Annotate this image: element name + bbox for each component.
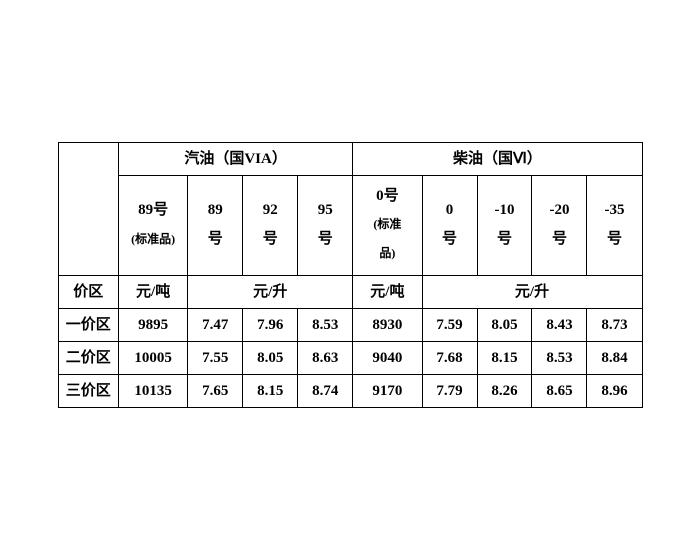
cell-value: 8.63 [298,342,353,375]
cell-value: 7.47 [188,309,243,342]
grade-sublabel: 号 [497,231,512,247]
header-row-categories: 汽油（国VIA） 柴油（国Ⅵ） [58,142,642,175]
unit-liter-diesel: 元/升 [422,276,642,309]
grade-sublabel: 号 [442,231,457,247]
cell-value: 8.53 [532,342,587,375]
grade-label: -10 [494,202,514,218]
grade-label: 92 [263,202,278,218]
zone-label: 一价区 [58,309,118,342]
diesel-grade-neg20: -20 号 [532,175,587,276]
zone-label: 三价区 [58,375,118,408]
diesel-grade-neg10: -10 号 [477,175,532,276]
diesel-grade-0: 0 号 [422,175,477,276]
grade-label: -20 [549,202,569,218]
grade-sublabel: 号 [318,231,333,247]
grade-sublabel: (标准品) [131,232,175,246]
table-row: 三价区 10135 7.65 8.15 8.74 9170 7.79 8.26 … [58,375,642,408]
gasoline-grade-92: 92 号 [243,175,298,276]
gasoline-header: 汽油（国VIA） [118,142,352,175]
grade-sublabel: 品) [379,246,395,260]
cell-value: 8.53 [298,309,353,342]
gasoline-grade-89-std: 89号 (标准品) [118,175,187,276]
gasoline-grade-89: 89 号 [188,175,243,276]
cell-value: 8.15 [243,375,298,408]
diesel-header: 柴油（国Ⅵ） [353,142,642,175]
grade-sublabel: 号 [607,231,622,247]
grade-label: 0号 [376,188,399,204]
diesel-grade-0-std: 0号 (标准 品) [353,175,422,276]
cell-value: 7.68 [422,342,477,375]
cell-value: 9895 [118,309,187,342]
header-row-grades: 89号 (标准品) 89 号 92 号 95 号 0号 (标准 品) 0 号 -… [58,175,642,276]
cell-value: 7.59 [422,309,477,342]
zone-label: 二价区 [58,342,118,375]
grade-sublabel: 号 [552,231,567,247]
price-table-container: 汽油（国VIA） 柴油（国Ⅵ） 89号 (标准品) 89 号 92 号 95 号… [58,142,643,409]
unit-liter-gasoline: 元/升 [188,276,353,309]
fuel-price-table: 汽油（国VIA） 柴油（国Ⅵ） 89号 (标准品) 89 号 92 号 95 号… [58,142,643,409]
cell-value: 8.84 [587,342,642,375]
grade-sublabel: 号 [263,231,278,247]
grade-label: 89号 [138,202,168,218]
cell-value: 8.15 [477,342,532,375]
cell-value: 8.05 [243,342,298,375]
grade-label: -35 [604,202,624,218]
grade-sublabel: 号 [208,231,223,247]
cell-value: 7.65 [188,375,243,408]
cell-value: 8.96 [587,375,642,408]
grade-label: 89 [208,202,223,218]
cell-value: 8.73 [587,309,642,342]
cell-value: 8.74 [298,375,353,408]
gasoline-grade-95: 95 号 [298,175,353,276]
cell-value: 8.26 [477,375,532,408]
corner-blank [58,142,118,276]
units-label: 价区 [58,276,118,309]
cell-value: 7.96 [243,309,298,342]
unit-ton: 元/吨 [118,276,187,309]
cell-value: 7.55 [188,342,243,375]
cell-value: 8.43 [532,309,587,342]
cell-value: 8.05 [477,309,532,342]
cell-value: 10005 [118,342,187,375]
grade-label: 95 [318,202,333,218]
grade-sublabel: (标准 [373,217,401,231]
grade-label: 0 [446,202,454,218]
table-row: 一价区 9895 7.47 7.96 8.53 8930 7.59 8.05 8… [58,309,642,342]
unit-ton: 元/吨 [353,276,422,309]
cell-value: 9040 [353,342,422,375]
cell-value: 9170 [353,375,422,408]
units-row: 价区 元/吨 元/升 元/吨 元/升 [58,276,642,309]
cell-value: 7.79 [422,375,477,408]
cell-value: 8930 [353,309,422,342]
diesel-grade-neg35: -35 号 [587,175,642,276]
table-row: 二价区 10005 7.55 8.05 8.63 9040 7.68 8.15 … [58,342,642,375]
cell-value: 10135 [118,375,187,408]
cell-value: 8.65 [532,375,587,408]
